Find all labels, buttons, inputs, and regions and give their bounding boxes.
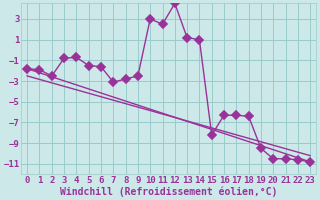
X-axis label: Windchill (Refroidissement éolien,°C): Windchill (Refroidissement éolien,°C) (60, 186, 277, 197)
